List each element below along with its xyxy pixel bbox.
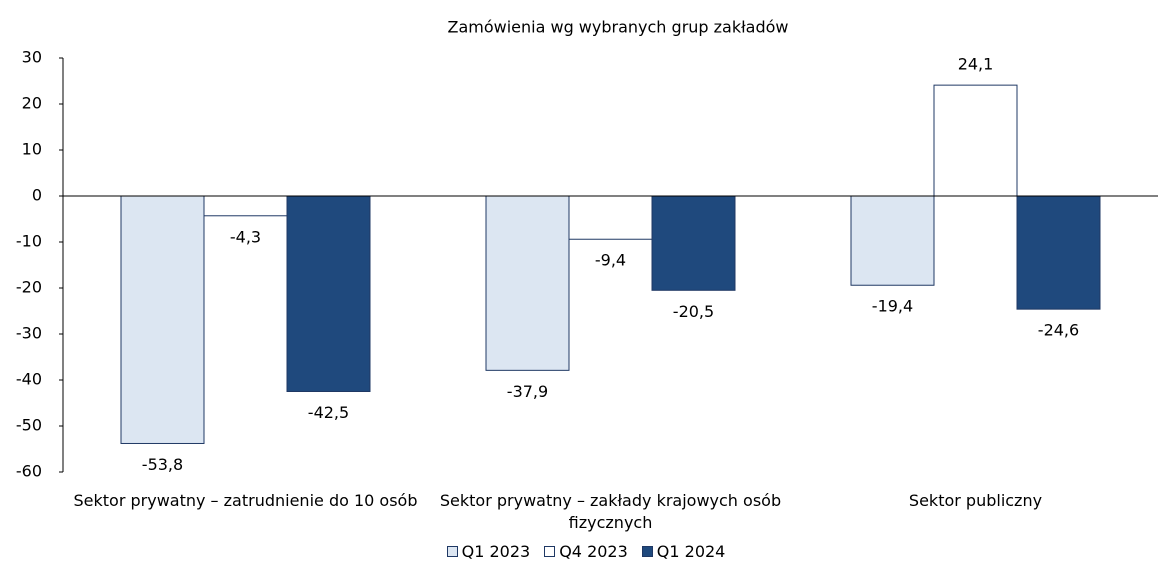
- legend-item: Q4 2023: [544, 542, 628, 561]
- legend-item: Q1 2023: [446, 542, 531, 561]
- y-tick-label: 10: [22, 140, 42, 159]
- data-label: -9,4: [595, 251, 626, 270]
- legend-label: Q1 2023: [461, 542, 531, 561]
- bar: [651, 195, 736, 291]
- legend-swatch: [544, 546, 556, 557]
- y-tick-label: -10: [16, 232, 42, 251]
- y-tick-label: -30: [16, 324, 42, 343]
- data-label: -42,5: [308, 403, 349, 422]
- y-tick-label: -40: [16, 370, 42, 389]
- bar: [286, 195, 371, 392]
- x-tick-label: Sektor prywatny – zakłady krajowych osób…: [439, 491, 782, 532]
- y-tick-label: 30: [22, 48, 42, 67]
- bar: [120, 195, 205, 444]
- chart-title: Zamówienia wg wybranych grup zakładów: [447, 18, 788, 37]
- data-label: -20,5: [673, 302, 714, 321]
- y-tick-label: 0: [32, 186, 42, 205]
- legend-item: Q1 2024: [641, 542, 726, 561]
- bar: [933, 84, 1018, 197]
- legend-swatch: [446, 546, 458, 557]
- bar: [568, 195, 653, 240]
- data-label: 24,1: [958, 55, 994, 74]
- y-tick-label: -50: [16, 416, 42, 435]
- data-label: -4,3: [230, 227, 261, 246]
- legend-label: Q4 2023: [559, 542, 628, 561]
- x-tick-label: Sektor publiczny: [908, 491, 1043, 510]
- bar: [203, 195, 288, 217]
- legend-label: Q1 2024: [656, 542, 726, 561]
- y-tick-label: 20: [22, 94, 42, 113]
- data-label: -37,9: [507, 382, 548, 401]
- data-label: -19,4: [872, 297, 913, 316]
- data-label: -24,6: [1038, 321, 1079, 340]
- y-tick-label: -60: [16, 462, 42, 481]
- bar: [850, 195, 935, 286]
- bar: [485, 195, 570, 371]
- x-tick-label: Sektor prywatny – zatrudnienie do 10 osó…: [73, 491, 418, 510]
- bar: [1016, 195, 1101, 310]
- legend: Q1 2023 Q4 2023 Q1 2024: [0, 542, 1172, 561]
- data-label: -53,8: [142, 455, 183, 474]
- legend-swatch: [641, 546, 653, 557]
- y-tick-label: -20: [16, 278, 42, 297]
